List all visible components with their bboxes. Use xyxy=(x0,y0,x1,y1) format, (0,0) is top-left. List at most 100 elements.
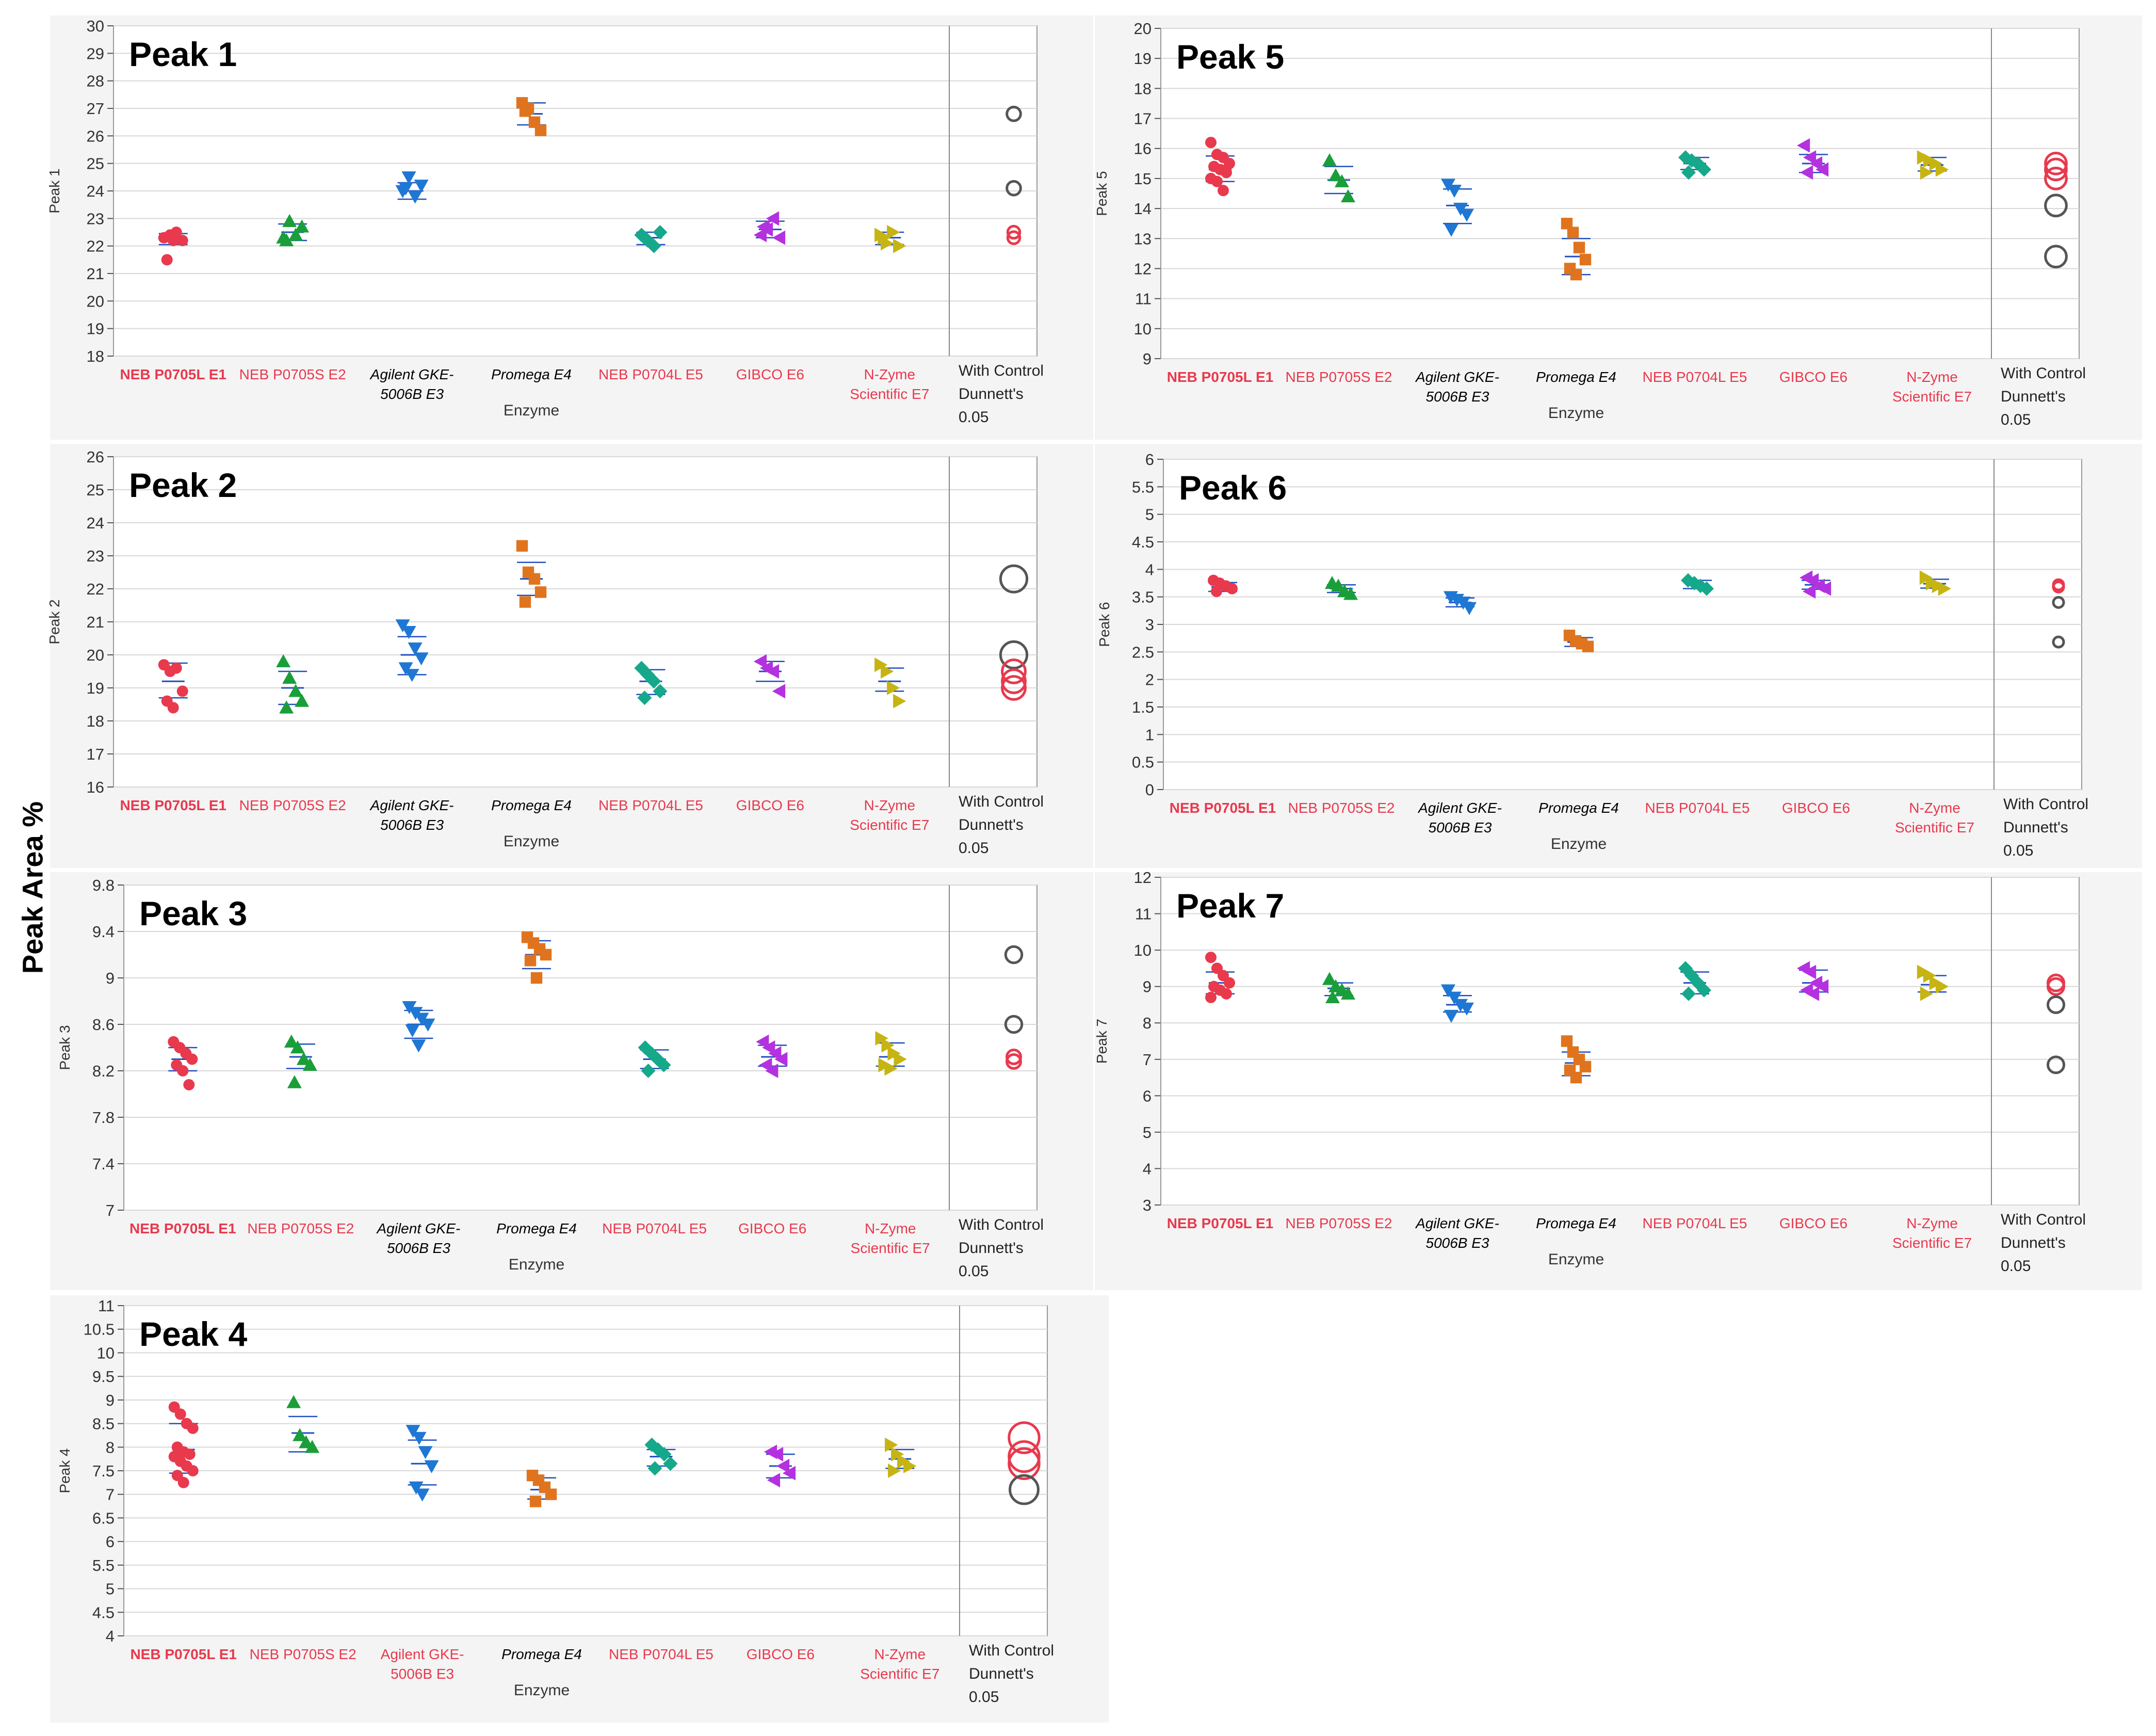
chart-title: Peak 3 xyxy=(139,894,247,933)
data-point xyxy=(524,955,537,967)
data-point xyxy=(1441,984,1455,998)
y-tick-label: 8.5 xyxy=(92,1415,115,1433)
data-point xyxy=(782,1466,796,1481)
y-tick-label: 4.5 xyxy=(1132,533,1154,551)
y-axis-label: Peak 5 xyxy=(1094,171,1110,216)
x-tick-label: N-Zyme xyxy=(864,366,916,382)
x-tick-label: GIBCO E6 xyxy=(747,1646,815,1662)
x-tick-label: Promega E4 xyxy=(501,1646,582,1662)
y-tick-label: 3.5 xyxy=(1132,588,1154,606)
data-point xyxy=(1335,174,1349,187)
y-tick-label: 9 xyxy=(1143,978,1152,996)
data-point xyxy=(1460,208,1474,222)
data-point xyxy=(893,694,906,709)
data-point xyxy=(401,626,416,639)
y-tick-label: 29 xyxy=(87,44,104,62)
data-point xyxy=(1224,977,1235,989)
data-point xyxy=(529,1496,542,1507)
data-point xyxy=(187,1465,199,1476)
x-axis-label: Enzyme xyxy=(504,833,559,850)
data-point xyxy=(408,190,423,204)
series-4 xyxy=(1561,1035,1592,1084)
data-point xyxy=(1221,988,1232,1000)
data-point xyxy=(395,619,410,633)
comparison-label: Dunnett's xyxy=(959,385,1024,403)
y-tick-label: 27 xyxy=(87,100,104,118)
data-point xyxy=(1582,640,1594,652)
series-1 xyxy=(158,227,188,266)
x-tick-label: NEB P0704L E5 xyxy=(598,366,703,382)
y-axis-label: Peak 6 xyxy=(1096,602,1112,647)
y-tick-label: 7.8 xyxy=(92,1108,115,1127)
y-tick-label: 20 xyxy=(87,292,104,310)
chart-2: 16 17 18 19 20 21 22 23 24 25 26 Peak 2 Peak 2 NEB P0… xyxy=(46,444,1093,868)
series-5 xyxy=(1678,150,1711,180)
data-point xyxy=(420,1018,435,1032)
data-point xyxy=(1803,150,1817,165)
comparison-circle xyxy=(999,564,1029,593)
y-tick-label: 24 xyxy=(87,514,104,532)
series-6 xyxy=(1800,570,1831,599)
data-point xyxy=(184,1449,196,1460)
y-tick-label: 9 xyxy=(106,1391,115,1409)
data-point xyxy=(878,230,891,245)
data-point xyxy=(401,171,416,185)
y-tick-label: 10 xyxy=(97,1344,115,1362)
data-point xyxy=(530,972,543,984)
y-tick-label: 0 xyxy=(1145,781,1154,799)
series-2 xyxy=(276,654,310,714)
comparison-circle xyxy=(2044,194,2068,218)
y-tick-label: 5 xyxy=(106,1580,115,1598)
data-point xyxy=(295,694,310,707)
series-2 xyxy=(276,214,310,247)
x-tick-label: N-Zyme xyxy=(864,797,916,813)
series-1 xyxy=(1208,574,1238,597)
y-tick-label: 12 xyxy=(1134,260,1152,278)
y-tick-label: 9 xyxy=(1143,350,1152,368)
x-tick-label: NEB P0705S E2 xyxy=(1285,1215,1392,1231)
plot-area xyxy=(123,885,1038,1211)
x-tick-label: 5006B E3 xyxy=(391,1666,454,1682)
series-5 xyxy=(634,661,668,705)
data-point xyxy=(1218,185,1229,197)
data-point xyxy=(404,669,419,682)
comparison-circle xyxy=(1004,945,1024,965)
comparison-label: Dunnett's xyxy=(959,1240,1024,1257)
comparison-circle xyxy=(2044,245,2068,269)
data-point xyxy=(414,652,429,666)
x-tick-label: 5006B E3 xyxy=(387,1240,450,1256)
series-1 xyxy=(1205,137,1235,197)
data-point xyxy=(295,219,310,233)
data-point xyxy=(276,654,291,667)
y-tick-label: 19 xyxy=(87,320,104,338)
data-point xyxy=(756,1034,769,1049)
chart-1: 18 19 20 21 22 23 24 25 26 27 28 29 30 Peak 1 Peak 1 NE… xyxy=(46,15,1093,440)
data-point xyxy=(176,235,188,246)
y-tick-label: 6 xyxy=(106,1533,115,1551)
data-point xyxy=(1221,167,1232,179)
data-point xyxy=(415,1488,430,1502)
comparison-circle xyxy=(1006,230,1022,245)
comparison-circle xyxy=(1004,1015,1024,1034)
data-point xyxy=(170,662,182,674)
data-point xyxy=(418,1446,433,1459)
comparison-circle xyxy=(2052,580,2065,593)
y-tick-label: 21 xyxy=(87,265,104,283)
series-6 xyxy=(756,1034,788,1078)
data-point xyxy=(412,1432,427,1445)
x-tick-label: Promega E4 xyxy=(491,366,572,382)
data-point xyxy=(411,1039,426,1053)
comparison-label: Dunnett's xyxy=(969,1665,1034,1682)
x-tick-label: Promega E4 xyxy=(496,1220,577,1236)
x-tick-label: N-Zyme xyxy=(1906,369,1958,385)
comparison-circle xyxy=(1008,1447,1041,1481)
series-7 xyxy=(1917,150,1949,180)
x-tick-label: Agilent GKE- xyxy=(376,1220,460,1236)
x-tick-label: NEB P0705L E1 xyxy=(1167,1215,1274,1231)
data-point xyxy=(1815,162,1829,177)
x-tick-label: NEB P0705S E2 xyxy=(239,366,346,382)
series-2 xyxy=(1322,972,1355,1004)
data-point xyxy=(296,1052,311,1065)
data-point xyxy=(1806,986,1820,1001)
